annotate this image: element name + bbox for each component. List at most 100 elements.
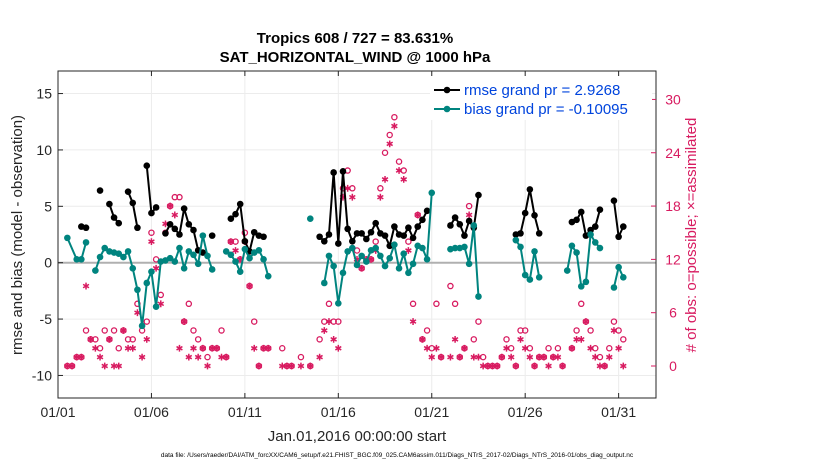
bias-point [325, 252, 333, 260]
obs-assimilated-marker [526, 353, 534, 361]
bias-point [101, 244, 109, 252]
obs-assimilated-marker [605, 353, 613, 361]
obs-assimilated-marker [152, 264, 160, 272]
rmse-point [521, 209, 529, 217]
bias-point [344, 248, 351, 255]
obs-possible-marker [372, 238, 379, 245]
obs-assimilated-marker [517, 335, 524, 343]
obs-assimilated-marker [120, 327, 127, 334]
obs-possible-marker [554, 344, 562, 352]
rmse-point [185, 221, 193, 228]
bias-point [185, 248, 193, 255]
obs-possible-marker [405, 238, 412, 245]
rmse-point [339, 168, 347, 175]
obs-assimilated-marker [391, 122, 398, 130]
y-tick-label: -5 [40, 311, 53, 327]
obs-assimilated-marker [143, 335, 151, 343]
obs-possible-marker [545, 344, 552, 352]
rmse-point [573, 216, 580, 224]
obs-possible-marker [386, 131, 393, 139]
obs-possible-marker [297, 353, 305, 361]
obs-possible-marker [82, 327, 90, 334]
bias-point [591, 239, 599, 246]
bias-point [619, 274, 627, 281]
rmse-point [171, 225, 179, 233]
obs-assimilated-marker [381, 176, 389, 183]
bias-point [423, 256, 431, 263]
obs-assimilated-marker [577, 335, 585, 343]
legend-rmse-marker [443, 86, 451, 94]
rmse-point [106, 200, 113, 208]
y-tick-label: -10 [32, 367, 52, 383]
obs-assimilated-marker [124, 344, 132, 352]
bias-point [134, 286, 141, 294]
bias-point [236, 268, 244, 276]
obs-possible-marker [479, 353, 487, 361]
obs-possible-marker [129, 336, 136, 343]
y-tick-label: 15 [36, 86, 52, 102]
bias-point [306, 215, 314, 223]
bias-point [138, 322, 146, 330]
legend-rmse-label: rmse grand pr = 2.9268 [464, 82, 620, 99]
rmse-point [320, 237, 328, 245]
obs-assimilated-marker [68, 362, 76, 370]
rmse-point [241, 237, 249, 245]
rmse-point [129, 199, 137, 207]
obs-possible-marker [423, 327, 431, 334]
obs-count-layer [64, 113, 627, 370]
rmse-point [591, 223, 599, 230]
obs-possible-marker [176, 193, 183, 201]
obs-assimilated-marker [531, 362, 538, 370]
obs-assimilated-marker [409, 318, 417, 325]
rmse-point [381, 232, 389, 239]
bias-point [358, 252, 365, 260]
obs-assimilated-marker [400, 176, 408, 183]
obs-assimilated-marker [316, 353, 323, 361]
legend-box [430, 76, 652, 120]
obs-assimilated-marker [129, 344, 137, 352]
bias-point [73, 256, 80, 263]
obs-possible-marker [204, 353, 211, 361]
obs-assimilated-marker [232, 247, 239, 254]
rmse-point [535, 230, 543, 237]
obs-possible-marker [526, 344, 534, 352]
obs-assimilated-marker [601, 362, 608, 370]
rmse-point [451, 214, 459, 221]
rmse-point [134, 224, 141, 232]
obs-possible-marker [92, 336, 99, 343]
obs-assimilated-marker [358, 264, 365, 272]
obs-assimilated-marker [349, 193, 356, 201]
obs-assimilated-marker [610, 327, 618, 334]
obs-assimilated-marker [115, 362, 123, 370]
obs-assimilated-marker [507, 353, 515, 361]
bias-point [470, 222, 478, 229]
obs-possible-marker [391, 113, 398, 121]
bias-point [330, 262, 337, 270]
obs-assimilated-marker [521, 344, 529, 352]
rmse-point [596, 206, 604, 213]
obs-assimilated-marker [447, 353, 454, 361]
bias-point [255, 246, 263, 254]
y-tick-label: 0 [44, 255, 52, 271]
obs-possible-marker [218, 327, 225, 334]
obs-assimilated-marker [101, 362, 109, 370]
rmse-point [325, 231, 333, 238]
obs-assimilated-marker [568, 344, 576, 352]
bias-point [78, 256, 85, 263]
obs-assimilated-marker [344, 184, 351, 192]
bias-point [526, 276, 534, 283]
obs-possible-marker [606, 344, 613, 352]
bias-point [587, 231, 594, 238]
obs-assimilated-marker [545, 362, 552, 370]
rmse-point [176, 231, 183, 238]
rmse-point [456, 221, 464, 228]
bias-point [521, 271, 529, 279]
obs-assimilated-marker [288, 362, 295, 370]
obs-possible-marker [465, 202, 473, 210]
obs-possible-marker [587, 327, 594, 334]
x-tick-label: 01/06 [134, 404, 169, 420]
bias-point [166, 254, 174, 262]
rmse-point [475, 191, 482, 199]
obs-possible-marker [521, 327, 529, 334]
rmse-point [335, 240, 342, 247]
